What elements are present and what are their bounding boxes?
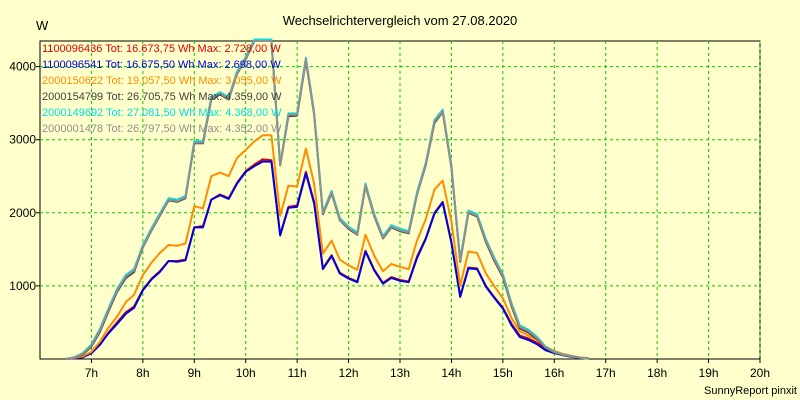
legend-entry-2000001478: 2000001478 Tot: 26.797,50 Wh Max: 4.352,… bbox=[42, 123, 282, 135]
legend-entry-2000149692: 2000149692 Tot: 27.081,50 Wh Max: 4.368,… bbox=[42, 107, 282, 119]
x-tick-label: 14h bbox=[441, 366, 461, 380]
y-tick-label: 1000 bbox=[9, 279, 36, 293]
legend-entry-2000150622: 2000150622 Tot: 19.057,50 Wh Max: 3.055,… bbox=[42, 75, 282, 87]
x-tick-label: 13h bbox=[390, 366, 410, 380]
legend-entry-1100096541: 1100096541 Tot: 16.675,50 Wh Max: 2.698,… bbox=[42, 59, 281, 71]
y-tick-label: 4000 bbox=[9, 60, 36, 74]
x-tick-label: 12h bbox=[339, 366, 359, 380]
credit-text: SunnyReport pinxit bbox=[704, 385, 797, 397]
x-tick-label: 10h bbox=[236, 366, 256, 380]
x-tick-label: 19h bbox=[699, 366, 719, 380]
y-axis-unit-label: W bbox=[36, 18, 49, 33]
x-tick-label: 7h bbox=[85, 366, 98, 380]
series-line-1100096541 bbox=[65, 160, 589, 360]
axis-ticks: 7h 8h 9h 10h 11h 12h 13h 14h 15h 16h 17h 18h 19h 20h 1… bbox=[9, 60, 770, 380]
series-line-2000001478 bbox=[65, 40, 589, 360]
x-tick-label: 11h bbox=[288, 366, 307, 380]
x-tick-label: 8h bbox=[136, 366, 149, 380]
x-tick-label: 15h bbox=[493, 366, 513, 380]
x-tick-label: 16h bbox=[544, 366, 564, 380]
series-lines bbox=[65, 38, 589, 360]
legend-entry-2000154799: 2000154799 Tot: 26.705,75 Wh Max: 4.359,… bbox=[42, 91, 282, 103]
legend-entry-1100096436: 1100096436 Tot: 16.673,75 Wh Max: 2.728,… bbox=[42, 43, 281, 55]
x-tick-label: 18h bbox=[647, 366, 667, 380]
x-tick-label: 9h bbox=[188, 366, 201, 380]
y-tick-label: 3000 bbox=[9, 133, 36, 147]
chart-title: Wechselrichtervergleich vom 27.08.2020 bbox=[283, 13, 518, 28]
y-tick-label: 2000 bbox=[9, 206, 36, 220]
x-tick-label: 20h bbox=[750, 366, 770, 380]
series-line-2000150622 bbox=[65, 134, 589, 360]
x-tick-label: 17h bbox=[596, 366, 616, 380]
legend: 1100096436 Tot: 16.673,75 Wh Max: 2.728,… bbox=[42, 43, 282, 135]
